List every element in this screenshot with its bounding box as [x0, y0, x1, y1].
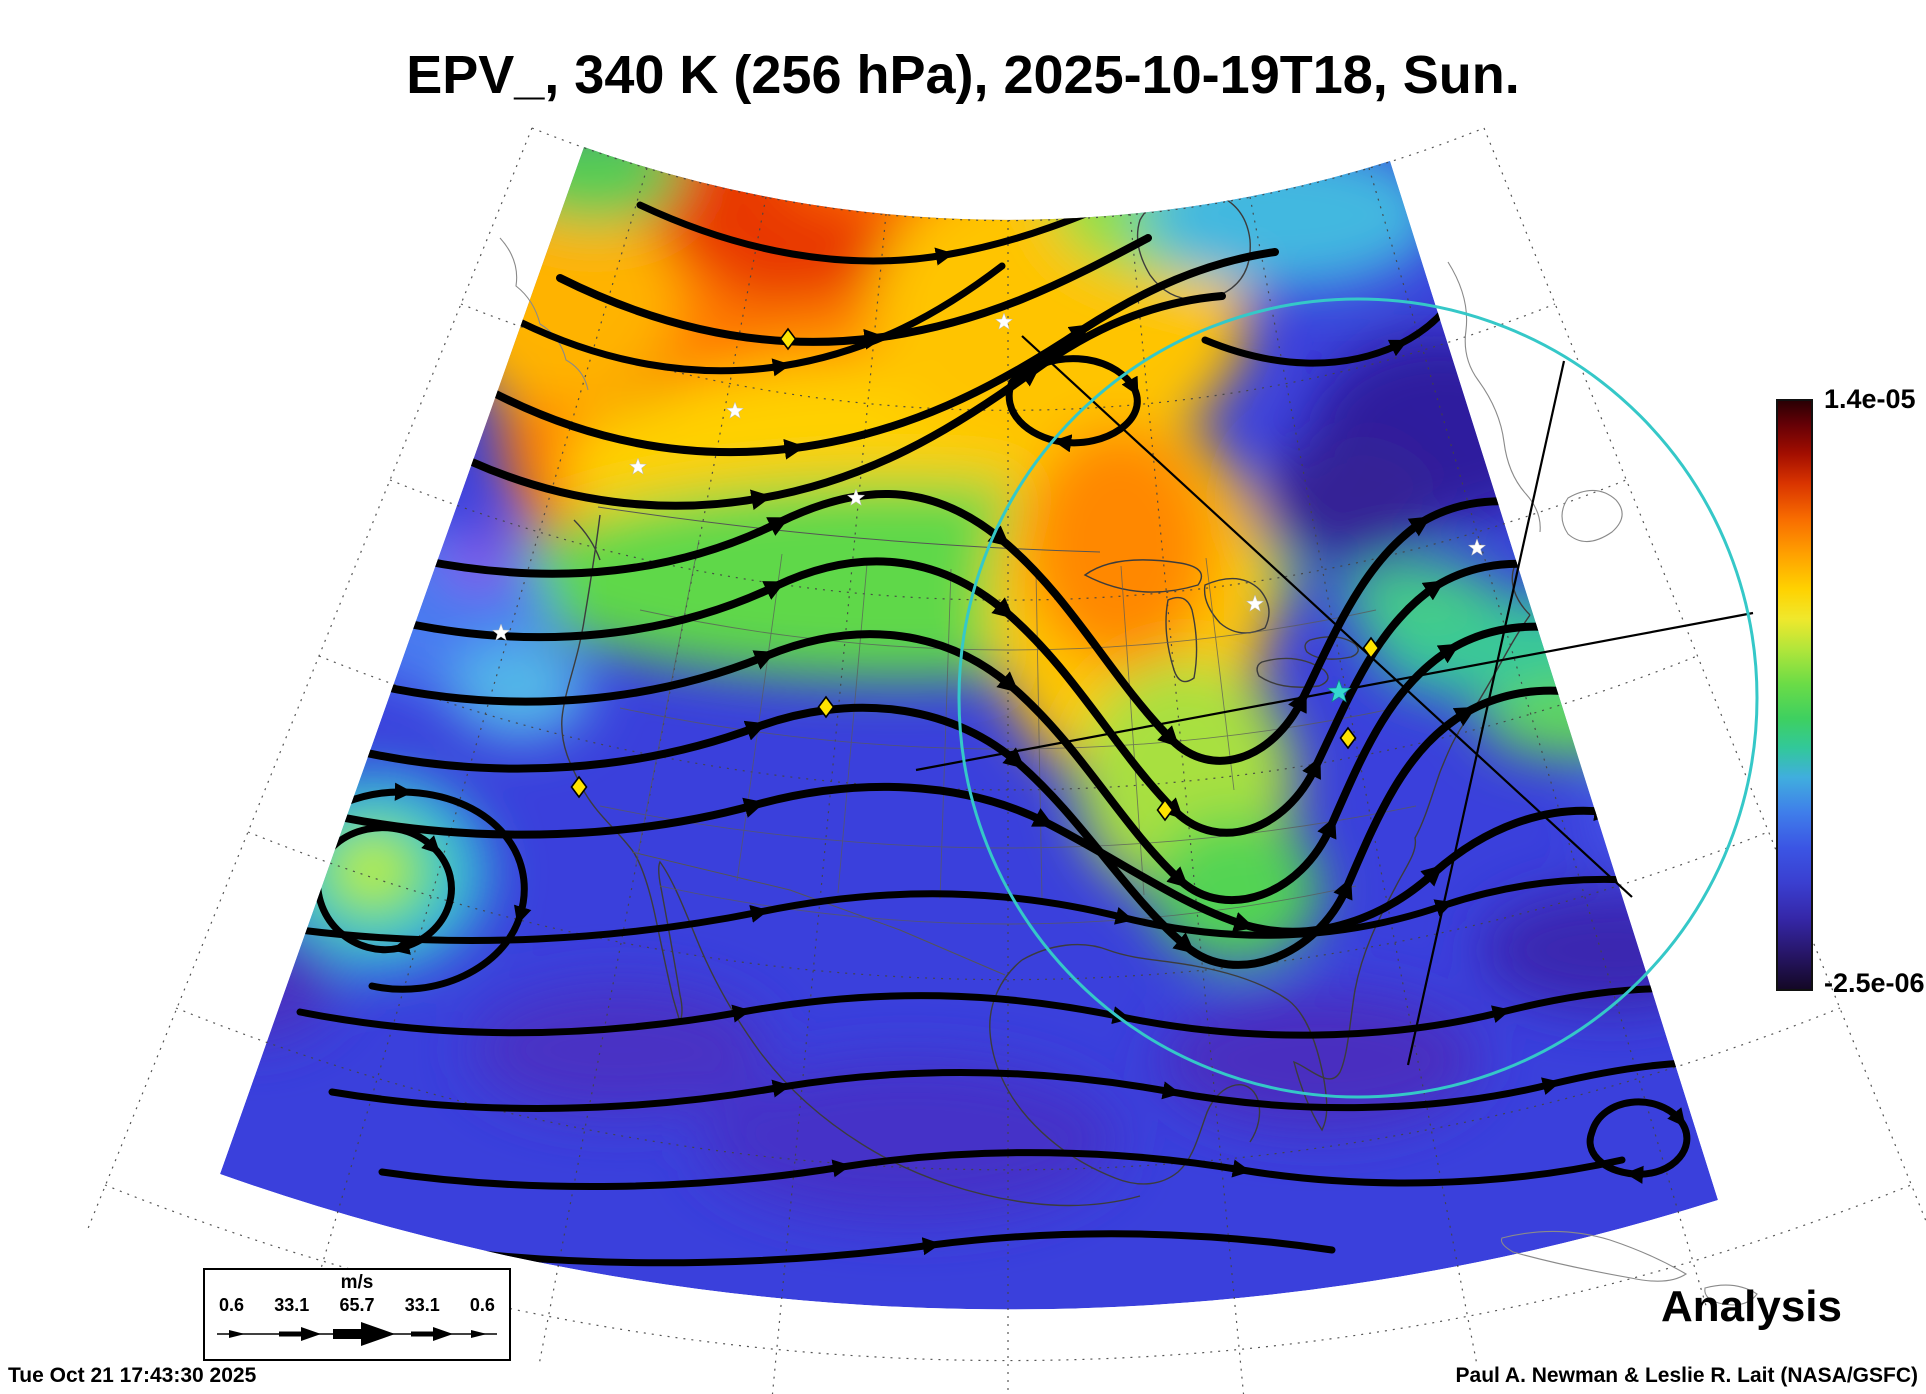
- outside-coastlines: [499, 237, 1758, 1306]
- range-circle: [957, 297, 1759, 1099]
- colorbar-min-label: -2.5e-06: [1824, 968, 1925, 998]
- wind-legend-units: m/s: [340, 1272, 374, 1293]
- analysis-label: Analysis: [1661, 1282, 1842, 1331]
- wind-legend-value: 0.6: [219, 1295, 245, 1315]
- credit-text: Paul A. Newman & Leslie R. Lait (NASA/GS…: [1455, 1364, 1918, 1387]
- colorbar-max-label: 1.4e-05: [1824, 384, 1916, 414]
- wind-legend-values: 0.6 33.1 65.7 33.1 0.6: [205, 1295, 509, 1316]
- wind-legend-value: 33.1: [404, 1295, 440, 1315]
- wind-speed-legend: m/s 0.6 33.1 65.7 33.1 0.6: [203, 1268, 511, 1361]
- wind-legend-value: 0.6: [469, 1295, 495, 1315]
- wind-arrow-scale-icon: [217, 1322, 497, 1346]
- creation-timestamp: Tue Oct 21 17:43:30 2025: [8, 1364, 257, 1387]
- colorbar: [1776, 399, 1813, 991]
- wind-legend-value: 33.1: [274, 1295, 310, 1315]
- epv-field: [220, 147, 1718, 1310]
- plot-title: EPV_, 340 K (256 hPa), 2025-10-19T18, Su…: [406, 45, 1520, 105]
- wind-legend-value: 65.7: [339, 1295, 375, 1315]
